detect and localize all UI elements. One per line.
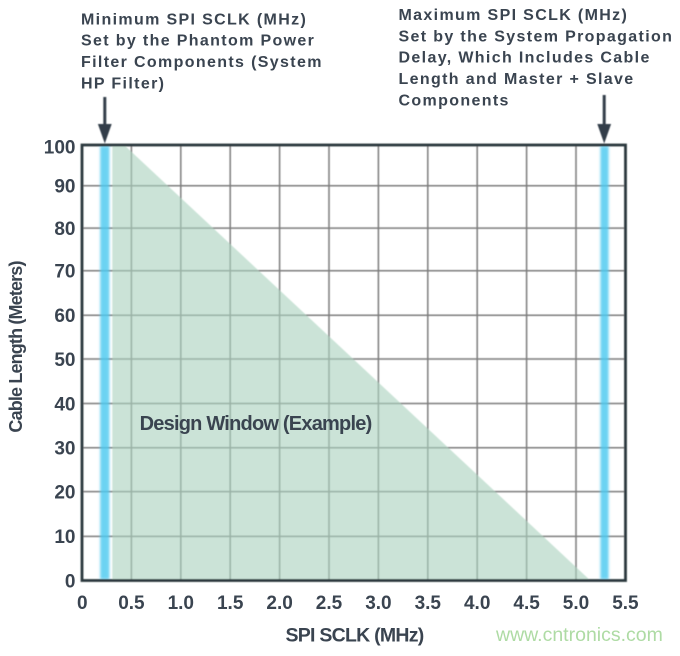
svg-text:4.0: 4.0 xyxy=(464,593,490,614)
svg-text:Minimum SPI SCLK (MHz): Minimum SPI SCLK (MHz) xyxy=(81,11,307,28)
svg-text:0: 0 xyxy=(77,593,88,614)
svg-text:Length and Master + Slave: Length and Master + Slave xyxy=(399,71,635,88)
svg-text:70: 70 xyxy=(54,262,75,283)
svg-text:HP Filter): HP Filter) xyxy=(81,76,165,93)
svg-text:SPI SCLK (MHz): SPI SCLK (MHz) xyxy=(286,625,424,647)
svg-text:4.5: 4.5 xyxy=(513,593,540,614)
svg-text:5.0: 5.0 xyxy=(563,593,589,614)
svg-text:Design Window (Example): Design Window (Example) xyxy=(140,413,372,435)
svg-text:40: 40 xyxy=(54,394,75,415)
svg-text:Cable Length (Meters): Cable Length (Meters) xyxy=(6,261,26,433)
svg-text:2.5: 2.5 xyxy=(316,593,343,614)
svg-text:Maximum SPI SCLK (MHz): Maximum SPI SCLK (MHz) xyxy=(399,7,629,24)
svg-text:100: 100 xyxy=(44,138,76,159)
svg-text:Components: Components xyxy=(399,93,510,110)
svg-text:2.0: 2.0 xyxy=(266,593,292,614)
svg-text:50: 50 xyxy=(54,350,75,371)
svg-text:1.5: 1.5 xyxy=(217,593,244,614)
svg-text:Filter Components (System: Filter Components (System xyxy=(81,54,323,71)
svg-text:0: 0 xyxy=(65,571,76,592)
svg-text:10: 10 xyxy=(54,527,75,548)
svg-text:Set by the System Propagation: Set by the System Propagation xyxy=(399,28,674,45)
svg-text:Set by the Phantom Power: Set by the Phantom Power xyxy=(81,33,315,50)
svg-text:3.5: 3.5 xyxy=(415,593,442,614)
svg-text:80: 80 xyxy=(54,219,75,240)
svg-text:30: 30 xyxy=(54,439,75,460)
svg-text:20: 20 xyxy=(54,482,75,503)
svg-text:www.cntronics.com: www.cntronics.com xyxy=(495,624,663,646)
svg-text:0.5: 0.5 xyxy=(118,593,145,614)
svg-text:1.0: 1.0 xyxy=(168,593,194,614)
svg-text:60: 60 xyxy=(54,306,75,327)
svg-text:5.5: 5.5 xyxy=(612,593,639,614)
svg-text:3.0: 3.0 xyxy=(365,593,391,614)
svg-text:Delay, Which Includes Cable: Delay, Which Includes Cable xyxy=(399,50,651,67)
svg-text:90: 90 xyxy=(54,177,75,198)
